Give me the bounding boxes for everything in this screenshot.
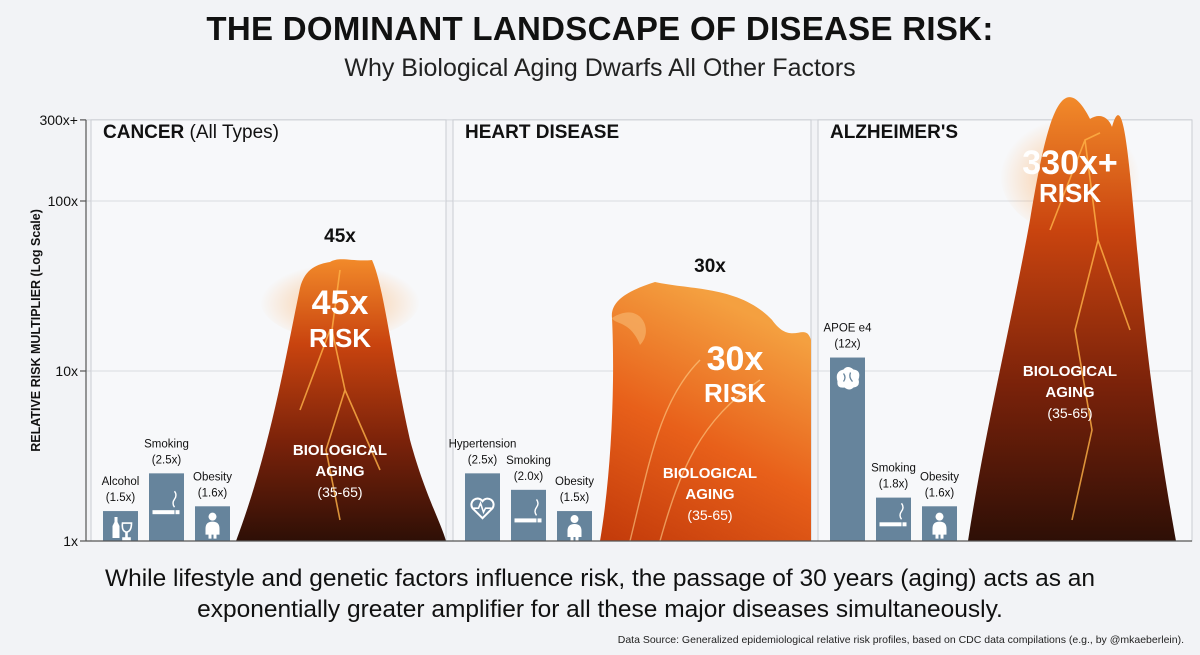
heart-pulse-icon <box>470 497 495 520</box>
chart-subtitle: Why Biological Aging Dwarfs All Other Fa… <box>344 54 856 82</box>
aging-name-line2: AGING <box>1045 384 1094 401</box>
factor-bar <box>149 473 184 541</box>
factor-name: Smoking <box>871 463 916 475</box>
factor-name: Smoking <box>506 455 551 467</box>
cigarette-icon <box>152 490 180 515</box>
aging-value-big-label: 30x <box>707 340 764 378</box>
factor-name: Alcohol <box>102 476 140 488</box>
factor-name: Obesity <box>555 476 594 488</box>
person-icon <box>932 512 947 539</box>
aging-name-line1: BIOLOGICAL <box>293 442 387 459</box>
panel-title-rest: (All Types) <box>184 122 279 143</box>
chart-title: THE DOMINANT LANDSCAPE OF DISEASE RISK: <box>206 10 994 47</box>
panel-title: HEART DISEASE <box>465 122 619 143</box>
data-source-note: Data Source: Generalized epidemiological… <box>617 634 1184 646</box>
factor-value-label: (1.6x) <box>925 487 955 499</box>
y-tick-label: 10x <box>55 363 78 379</box>
aging-name-line2: AGING <box>685 486 734 503</box>
factor-name: APOE e4 <box>824 323 873 335</box>
factor-bar <box>103 511 138 541</box>
cigarette-icon <box>514 498 542 523</box>
aging-range: (35-65) <box>317 484 362 500</box>
panel-title-bold: CANCER <box>103 122 185 143</box>
wine-bottle-glass-icon <box>112 517 133 541</box>
aging-shape <box>968 97 1176 542</box>
factor-name: Obesity <box>193 471 232 483</box>
factor-name: Obesity <box>920 471 959 483</box>
aging-wave <box>600 282 811 542</box>
factor-name: Hypertension <box>449 438 517 450</box>
factor-value-label: (1.8x) <box>879 479 909 491</box>
factor-value-label: (1.6x) <box>198 487 228 499</box>
aging-name-line1: BIOLOGICAL <box>663 465 757 482</box>
y-tick-label: 1x <box>63 533 78 549</box>
aging-name-line1: BIOLOGICAL <box>1023 363 1117 380</box>
aging-risk-label: RISK <box>1039 178 1101 208</box>
aging-range: (35-65) <box>687 507 732 523</box>
aging-mountain <box>968 97 1176 542</box>
aging-value-big-label: 45x <box>312 284 369 322</box>
y-tick-label: 300x+ <box>39 112 78 128</box>
factor-name: Smoking <box>144 438 189 450</box>
brain-icon <box>836 367 860 390</box>
aging-range: (35-65) <box>1047 405 1092 421</box>
aging-name-line2: AGING <box>315 463 364 480</box>
chart-panel-3: ALZHEIMER'S APOE e4 (12x) Smoking (1.8x) Obes… <box>817 97 1193 542</box>
factor-value-label: (2.0x) <box>514 471 544 483</box>
chart-panel-2: HEART DISEASE Hypertension (2.5x) Smoking (2… <box>449 119 812 542</box>
panel-title: CANCER (All Types) <box>103 122 279 143</box>
aging-risk-label: RISK <box>704 378 766 408</box>
factor-value-label: (2.5x) <box>468 454 498 466</box>
panel-title-bold: ALZHEIMER'S <box>830 122 958 143</box>
factor-value-label: (12x) <box>834 339 860 351</box>
chart-panel-1: CANCER (All Types) Alcohol (1.5x) Smoking (2… <box>90 119 447 542</box>
factor-value-label: (1.5x) <box>560 492 590 504</box>
panel-title-bold: HEART DISEASE <box>465 122 619 143</box>
factor-bar <box>511 489 546 541</box>
person-icon <box>567 515 582 542</box>
risk-chart: CANCER (All Types) Alcohol (1.5x) Smoking (2… <box>29 97 1193 549</box>
aging-value-big-label: 330x+ <box>1022 144 1118 182</box>
factor-value-label: (2.5x) <box>152 454 182 466</box>
aging-value-top-label: 30x <box>694 256 726 277</box>
y-tick-label: 100x <box>48 193 78 209</box>
cigarette-icon <box>879 502 907 527</box>
y-axis-label: RELATIVE RISK MULTIPLIER (Log Scale) <box>29 209 43 452</box>
aging-shape <box>600 282 811 541</box>
factor-value-label: (1.5x) <box>106 492 136 504</box>
panel-title: ALZHEIMER'S <box>830 122 958 143</box>
caption: While lifestyle and genetic factors infl… <box>104 565 1096 623</box>
aging-volcano <box>236 259 446 541</box>
aging-risk-label: RISK <box>309 323 371 353</box>
aging-value-top-label: 45x <box>324 226 356 247</box>
factor-bar <box>876 497 911 541</box>
person-icon <box>205 512 220 539</box>
